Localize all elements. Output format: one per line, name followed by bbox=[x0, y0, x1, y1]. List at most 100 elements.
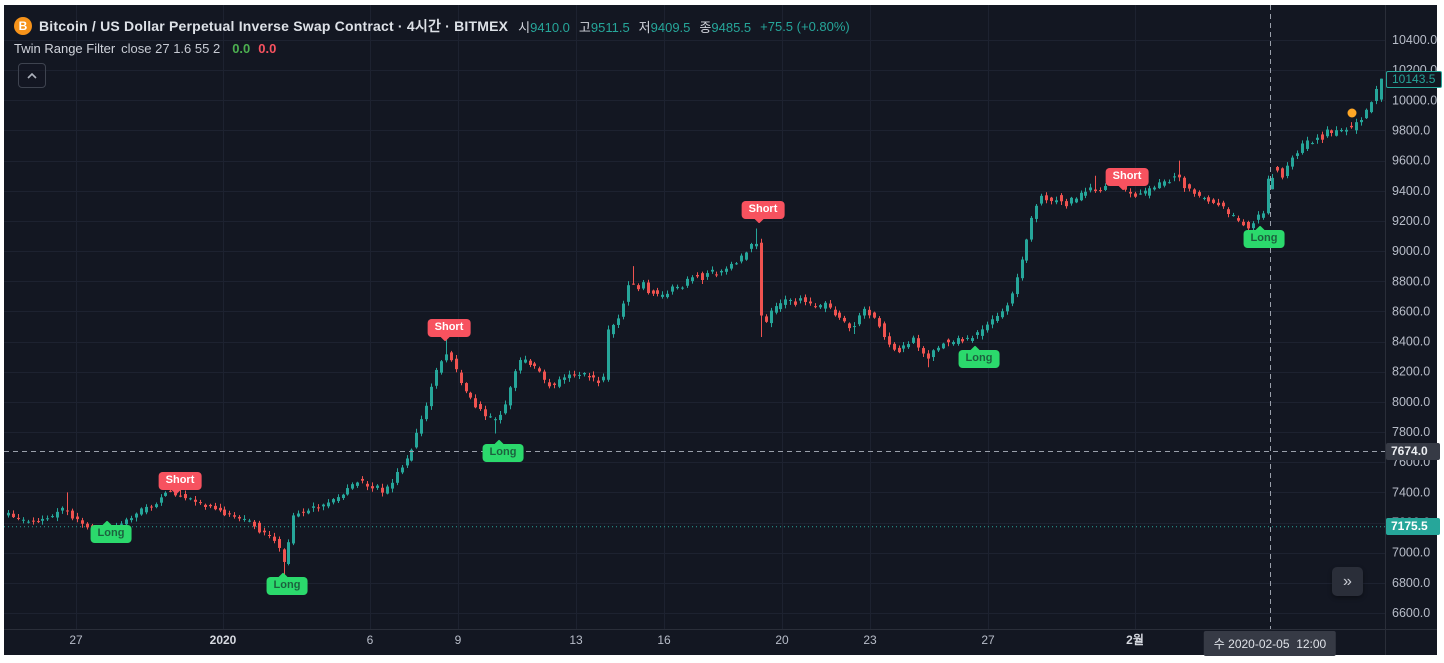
candle-body bbox=[1207, 197, 1210, 202]
candle-body bbox=[578, 374, 581, 376]
candle-body bbox=[755, 243, 758, 247]
candle-body bbox=[878, 318, 881, 327]
price-tick-label: 8600.0 bbox=[1392, 304, 1430, 318]
candle-body bbox=[366, 483, 369, 487]
symbol-title[interactable]: Bitcoin / US Dollar Perpetual Inverse Sw… bbox=[39, 18, 509, 34]
candle-body bbox=[179, 495, 182, 497]
time-tick-label: 20 bbox=[775, 633, 789, 647]
candle-body bbox=[627, 285, 630, 302]
candle-body bbox=[1183, 177, 1186, 189]
time-tick-label: 9 bbox=[455, 633, 462, 647]
candle-body bbox=[563, 377, 566, 380]
candle-body bbox=[735, 263, 738, 265]
candle-body bbox=[814, 306, 817, 308]
candle-body bbox=[789, 299, 792, 301]
candle-body bbox=[671, 286, 674, 292]
candle-body bbox=[809, 301, 812, 304]
candle-body bbox=[730, 263, 733, 269]
candle-body bbox=[1217, 202, 1220, 206]
candle-body bbox=[1021, 259, 1024, 279]
candle-body bbox=[1252, 223, 1255, 229]
candle-body bbox=[12, 513, 15, 518]
candle-body bbox=[46, 518, 49, 520]
candle-body bbox=[961, 339, 964, 342]
candle-body bbox=[145, 506, 148, 513]
candle-body bbox=[155, 504, 158, 508]
chart-pane[interactable]: 10400.010200.010000.09800.09600.09400.09… bbox=[4, 5, 1442, 656]
candle-body bbox=[425, 405, 428, 420]
candle-body bbox=[538, 368, 541, 372]
signal-marker-long: Long bbox=[266, 572, 308, 595]
candle-body bbox=[81, 520, 84, 524]
time-tick-label: 27 bbox=[69, 633, 83, 647]
signal-marker-short: Short bbox=[158, 472, 202, 495]
candle-body bbox=[238, 516, 241, 519]
time-tick-label: 2월 bbox=[1126, 632, 1144, 647]
candle-body bbox=[233, 515, 236, 517]
candle-body bbox=[1016, 277, 1019, 295]
candle-body bbox=[661, 294, 664, 297]
candle-body bbox=[996, 315, 999, 321]
candle-body bbox=[947, 339, 950, 343]
price-tick-label: 9000.0 bbox=[1392, 244, 1430, 258]
candle-body bbox=[346, 488, 349, 495]
candle-body bbox=[474, 398, 477, 408]
candle-body bbox=[676, 286, 679, 289]
candle-body bbox=[1001, 311, 1004, 318]
legend-collapse-button[interactable] bbox=[18, 63, 46, 88]
candle-body bbox=[469, 392, 472, 398]
price-tick-label: 7000.0 bbox=[1392, 546, 1430, 560]
indicator-legend[interactable]: Twin Range Filter close 27 1.6 55 2 0.0 0… bbox=[14, 41, 284, 56]
candle-body bbox=[1281, 168, 1284, 178]
candle-body bbox=[991, 319, 994, 325]
ohlc-pair: 저9409.5 bbox=[638, 19, 691, 35]
candle-body bbox=[656, 290, 659, 294]
candle-body bbox=[524, 359, 527, 363]
price-tick-label: 10000.0 bbox=[1392, 93, 1437, 107]
candle-body bbox=[7, 512, 10, 516]
candle-body bbox=[779, 303, 782, 310]
signal-marker-long: Long bbox=[90, 520, 132, 543]
candle-body bbox=[371, 486, 374, 489]
symbol-legend[interactable]: B Bitcoin / US Dollar Perpetual Inverse … bbox=[14, 16, 850, 36]
scroll-to-realtime-button[interactable]: » bbox=[1332, 567, 1363, 596]
candle-body bbox=[184, 494, 187, 499]
candle-body bbox=[223, 509, 226, 516]
candle-body bbox=[824, 302, 827, 309]
candle-body bbox=[1070, 197, 1073, 204]
signal-marker-short: Short bbox=[741, 201, 785, 224]
candle-body bbox=[883, 323, 886, 338]
candle-body bbox=[499, 414, 502, 421]
signal-marker-long: Long bbox=[482, 439, 524, 462]
candle-body bbox=[1247, 221, 1250, 229]
candle-body bbox=[199, 502, 202, 504]
candle-body bbox=[873, 312, 876, 318]
candle-body bbox=[489, 416, 492, 418]
candle-body bbox=[327, 502, 330, 507]
candle-body bbox=[533, 363, 536, 367]
candle-body bbox=[71, 510, 74, 519]
indicator-name[interactable]: Twin Range Filter bbox=[14, 41, 116, 56]
candle-body bbox=[1080, 192, 1083, 201]
candle-body bbox=[666, 293, 669, 298]
price-tick-label: 6800.0 bbox=[1392, 576, 1430, 590]
candle-body bbox=[701, 273, 704, 281]
candle-body bbox=[966, 337, 969, 339]
chart-canvas[interactable]: 10400.010200.010000.09800.09600.09400.09… bbox=[4, 5, 1437, 655]
candle-body bbox=[1340, 129, 1343, 132]
candle-body bbox=[440, 361, 443, 373]
candle-body bbox=[1370, 102, 1373, 113]
candle-body bbox=[342, 494, 345, 499]
ohlc-pair: 고9511.5 bbox=[578, 19, 630, 35]
signal-dot bbox=[1347, 108, 1357, 118]
time-tick-label: 23 bbox=[863, 633, 877, 647]
candle-body bbox=[401, 467, 404, 473]
candle-body bbox=[863, 308, 866, 316]
last-price-label: 10143.5 bbox=[1386, 70, 1442, 88]
candle-body bbox=[1163, 181, 1166, 186]
candle-body bbox=[140, 508, 143, 515]
candle-body bbox=[337, 497, 340, 502]
candle-body bbox=[602, 376, 605, 381]
candle-body bbox=[1198, 192, 1201, 196]
candle-body bbox=[150, 506, 153, 508]
